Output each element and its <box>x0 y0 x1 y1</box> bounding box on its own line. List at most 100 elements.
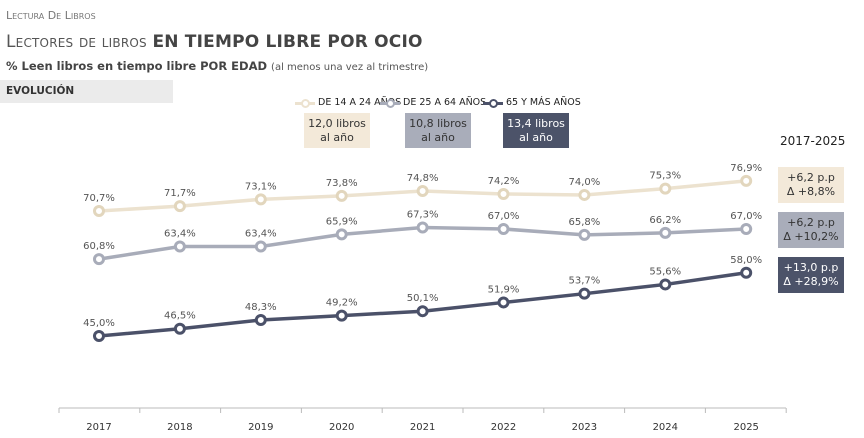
data-label: 53,7% <box>569 276 601 287</box>
series-line-2 <box>98 271 747 338</box>
data-point <box>335 309 348 322</box>
data-label: 66,2% <box>649 215 681 226</box>
data-point <box>93 330 105 342</box>
data-label: 71,7% <box>164 188 196 199</box>
data-point <box>740 174 753 187</box>
data-label: 63,4% <box>245 229 277 240</box>
data-point <box>93 204 105 217</box>
books-per-year-box-line: al año <box>320 130 354 144</box>
data-point <box>254 313 267 326</box>
books-per-year-box-line: 10,8 libros <box>409 116 467 130</box>
change-box-line: Δ +28,9% <box>783 275 839 288</box>
data-label: 67,0% <box>730 211 762 222</box>
data-point <box>659 182 672 195</box>
page-title: Lectores de libros EN TIEMPO LIBRE POR O… <box>6 32 423 52</box>
data-label: 76,9% <box>730 163 762 174</box>
data-label: 48,3% <box>245 302 277 313</box>
x-tick-label: 2023 <box>572 422 597 433</box>
change-box: +6,2 p.p Δ +8,8% <box>778 167 844 203</box>
x-tick-label: 2025 <box>733 422 758 433</box>
change-box-line: Δ +10,2% <box>783 230 839 243</box>
data-label: 65,9% <box>326 216 358 227</box>
legend-label: 65 Y MÁS AÑOS <box>506 97 581 108</box>
data-point <box>335 228 348 241</box>
data-label: 63,4% <box>164 229 196 240</box>
data-label: 46,5% <box>164 311 196 322</box>
legend-label: DE 25 A 64 AÑOS <box>403 97 487 108</box>
books-per-year-box-line: al año <box>421 130 455 144</box>
data-label: 60,8% <box>83 241 115 252</box>
books-per-year-box: 10,8 libros al año <box>405 113 471 148</box>
subtitle-bold: % Leen libros en tiempo libre POR EDAD <box>6 59 268 73</box>
data-point <box>173 240 186 253</box>
data-point <box>254 193 267 206</box>
data-label: 73,8% <box>326 178 358 189</box>
data-label: 70,7% <box>83 193 115 204</box>
title-light: Lectores de libros <box>6 32 147 52</box>
data-label: 58,0% <box>730 255 762 266</box>
data-point <box>578 188 591 201</box>
period-label: 2017-2025 <box>780 134 846 148</box>
change-box-line: +13,0 p.p <box>783 261 839 274</box>
change-box-line: Δ +8,8% <box>786 185 836 198</box>
change-box-line: +6,2 p.p <box>787 216 835 229</box>
subtitle-note: (al menos una vez al trimestre) <box>271 62 429 73</box>
data-label: 51,9% <box>488 284 520 295</box>
x-tick-label: 2018 <box>167 422 192 433</box>
data-label: 49,2% <box>326 298 358 309</box>
data-label: 75,3% <box>649 171 681 182</box>
x-tick-label: 2024 <box>653 422 678 433</box>
legend-item: 65 Y MÁS AÑOS <box>483 97 581 108</box>
data-label: 45,0% <box>83 318 115 329</box>
books-per-year-box-line: 12,0 libros <box>308 116 366 130</box>
legend-label: DE 14 A 24 AÑOS <box>318 97 402 108</box>
data-point <box>497 187 510 200</box>
books-per-year-box-line: 13,4 libros <box>507 116 565 130</box>
data-point <box>659 278 672 291</box>
data-point <box>93 253 105 266</box>
data-point <box>335 189 348 202</box>
x-tick-label: 2019 <box>248 422 273 433</box>
data-point <box>578 228 591 241</box>
data-label: 74,2% <box>488 176 520 187</box>
tab-evolucion: EVOLUCIÓN <box>6 85 75 97</box>
books-per-year-box-line: al año <box>519 130 553 144</box>
data-point <box>173 200 186 213</box>
data-point <box>416 185 429 198</box>
data-point <box>659 226 672 239</box>
title-bold: EN TIEMPO LIBRE POR OCIO <box>152 32 423 52</box>
data-label: 65,8% <box>569 217 601 228</box>
data-label: 74,0% <box>569 177 601 188</box>
x-tick-label: 2017 <box>86 422 111 433</box>
x-tick-label: 2021 <box>410 422 435 433</box>
subtitle: % Leen libros en tiempo libre POR EDAD (… <box>6 59 428 73</box>
data-point <box>416 305 429 318</box>
legend-item: DE 25 A 64 AÑOS <box>380 97 486 108</box>
data-label: 67,0% <box>488 211 520 222</box>
change-box: +13,0 p.p Δ +28,9% <box>778 257 844 293</box>
legend-marker-icon <box>295 98 315 108</box>
data-point <box>254 240 267 253</box>
legend-marker-icon <box>483 98 503 108</box>
legend-marker-icon <box>380 98 400 108</box>
data-point <box>578 287 591 300</box>
data-point <box>740 266 753 279</box>
data-label: 73,1% <box>245 181 277 192</box>
data-point <box>173 322 186 335</box>
data-point <box>416 221 429 234</box>
x-tick-label: 2020 <box>329 422 354 433</box>
books-per-year-box: 13,4 libros al año <box>503 113 569 148</box>
data-label: 67,3% <box>407 210 439 221</box>
change-box: +6,2 p.p Δ +10,2% <box>778 212 844 248</box>
data-point <box>497 222 510 235</box>
legend-item: DE 14 A 24 AÑOS <box>295 97 401 108</box>
change-box-line: +6,2 p.p <box>787 171 835 184</box>
section-label: Lectura De Libros <box>6 9 96 22</box>
x-tick-label: 2022 <box>491 422 516 433</box>
data-label: 55,6% <box>649 266 681 277</box>
data-point <box>740 222 753 235</box>
tab-bar <box>0 80 173 103</box>
data-point <box>497 296 510 309</box>
data-label: 74,8% <box>407 173 439 184</box>
